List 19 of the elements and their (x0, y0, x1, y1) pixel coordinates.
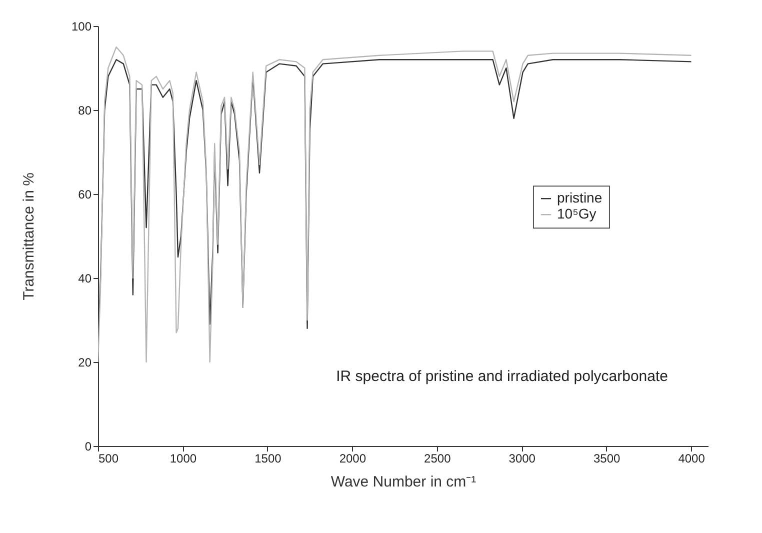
legend-label: 10⁵Gy (557, 206, 596, 222)
x-tick-label: 3000 (508, 452, 536, 466)
legend-label: pristine (557, 190, 602, 206)
y-tick-label: 20 (78, 356, 92, 370)
y-tick-label: 100 (71, 20, 92, 34)
y-axis-title: Transmittance in % (20, 172, 38, 300)
x-tick-label: 4000 (678, 452, 706, 466)
x-tick-label: 2000 (339, 452, 366, 466)
x-tick-label: 1500 (254, 452, 282, 466)
x-tick-label: 1000 (170, 452, 197, 466)
y-tick-label: 0 (84, 440, 92, 454)
y-tick-label: 80 (78, 104, 92, 118)
y-tick-label: 40 (78, 272, 92, 286)
x-axis-title: Wave Number in cm⁻¹ (330, 474, 476, 490)
annotation: IR spectra of pristine and irradiated polycarbonate (336, 368, 668, 385)
x-tick-label: 2500 (424, 452, 452, 466)
x-tick-label: 3500 (593, 452, 621, 466)
y-tick-label: 60 (78, 188, 92, 202)
x-tick-label: 500 (98, 452, 119, 466)
